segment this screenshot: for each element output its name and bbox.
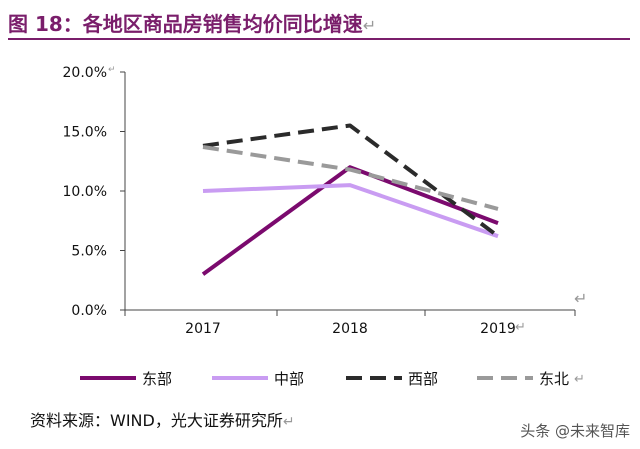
title-rule bbox=[8, 38, 630, 40]
x-tick-label: 2017 bbox=[185, 321, 221, 337]
return-mark-icon: ↵ bbox=[282, 414, 295, 430]
source-text: 资料来源：WIND，光大证券研究所 bbox=[30, 411, 283, 430]
legend-label: 东部 bbox=[142, 370, 172, 388]
x-tick-label: 2019 bbox=[480, 321, 516, 337]
series-line bbox=[202, 183, 499, 239]
return-marks: ↵ ↵ ↵ ↵ bbox=[108, 65, 587, 387]
chart-axes bbox=[124, 72, 575, 311]
figure-title: 图 18：各地区商品房销售均价同比增速↵ bbox=[8, 8, 628, 36]
watermark: 头条 @未来智库 bbox=[520, 422, 630, 440]
y-tick-label: 15.0% bbox=[63, 125, 107, 141]
y-tick-label: 10.0% bbox=[63, 184, 107, 200]
return-mark-icon: ↵ bbox=[574, 372, 585, 387]
legend-label: 西部 bbox=[408, 370, 438, 388]
series-line bbox=[201, 165, 499, 276]
x-tick-labels: 2017 2018 2019 bbox=[124, 310, 576, 337]
y-tick-labels: 20.0% 15.0% 10.0% 5.0% 0.0% bbox=[63, 65, 125, 319]
figure-title-text: 图 18：各地区商品房销售均价同比增速 bbox=[8, 12, 363, 36]
return-mark-icon: ↵ bbox=[515, 320, 526, 335]
series-lines bbox=[201, 123, 500, 276]
source-note: 资料来源：WIND，光大证券研究所↵ bbox=[30, 407, 295, 431]
return-mark-icon: ↵ bbox=[574, 289, 587, 308]
legend: 东部 中部 西部 东北 bbox=[80, 370, 569, 388]
y-tick-label: 20.0% bbox=[63, 65, 107, 81]
legend-label: 中部 bbox=[274, 370, 304, 388]
line-chart: 20.0% 15.0% 10.0% 5.0% 0.0% 2017 2018 2019 东部 中… bbox=[63, 65, 588, 388]
x-tick-label: 2018 bbox=[332, 321, 368, 337]
return-mark-icon: ↵ bbox=[362, 16, 377, 35]
y-tick-label: 0.0% bbox=[71, 303, 107, 319]
series-line bbox=[202, 123, 500, 238]
y-tick-label: 5.0% bbox=[71, 244, 107, 260]
legend-label: 东北 bbox=[539, 370, 569, 388]
return-mark-icon: ↵ bbox=[108, 65, 116, 75]
series-line bbox=[202, 145, 499, 211]
